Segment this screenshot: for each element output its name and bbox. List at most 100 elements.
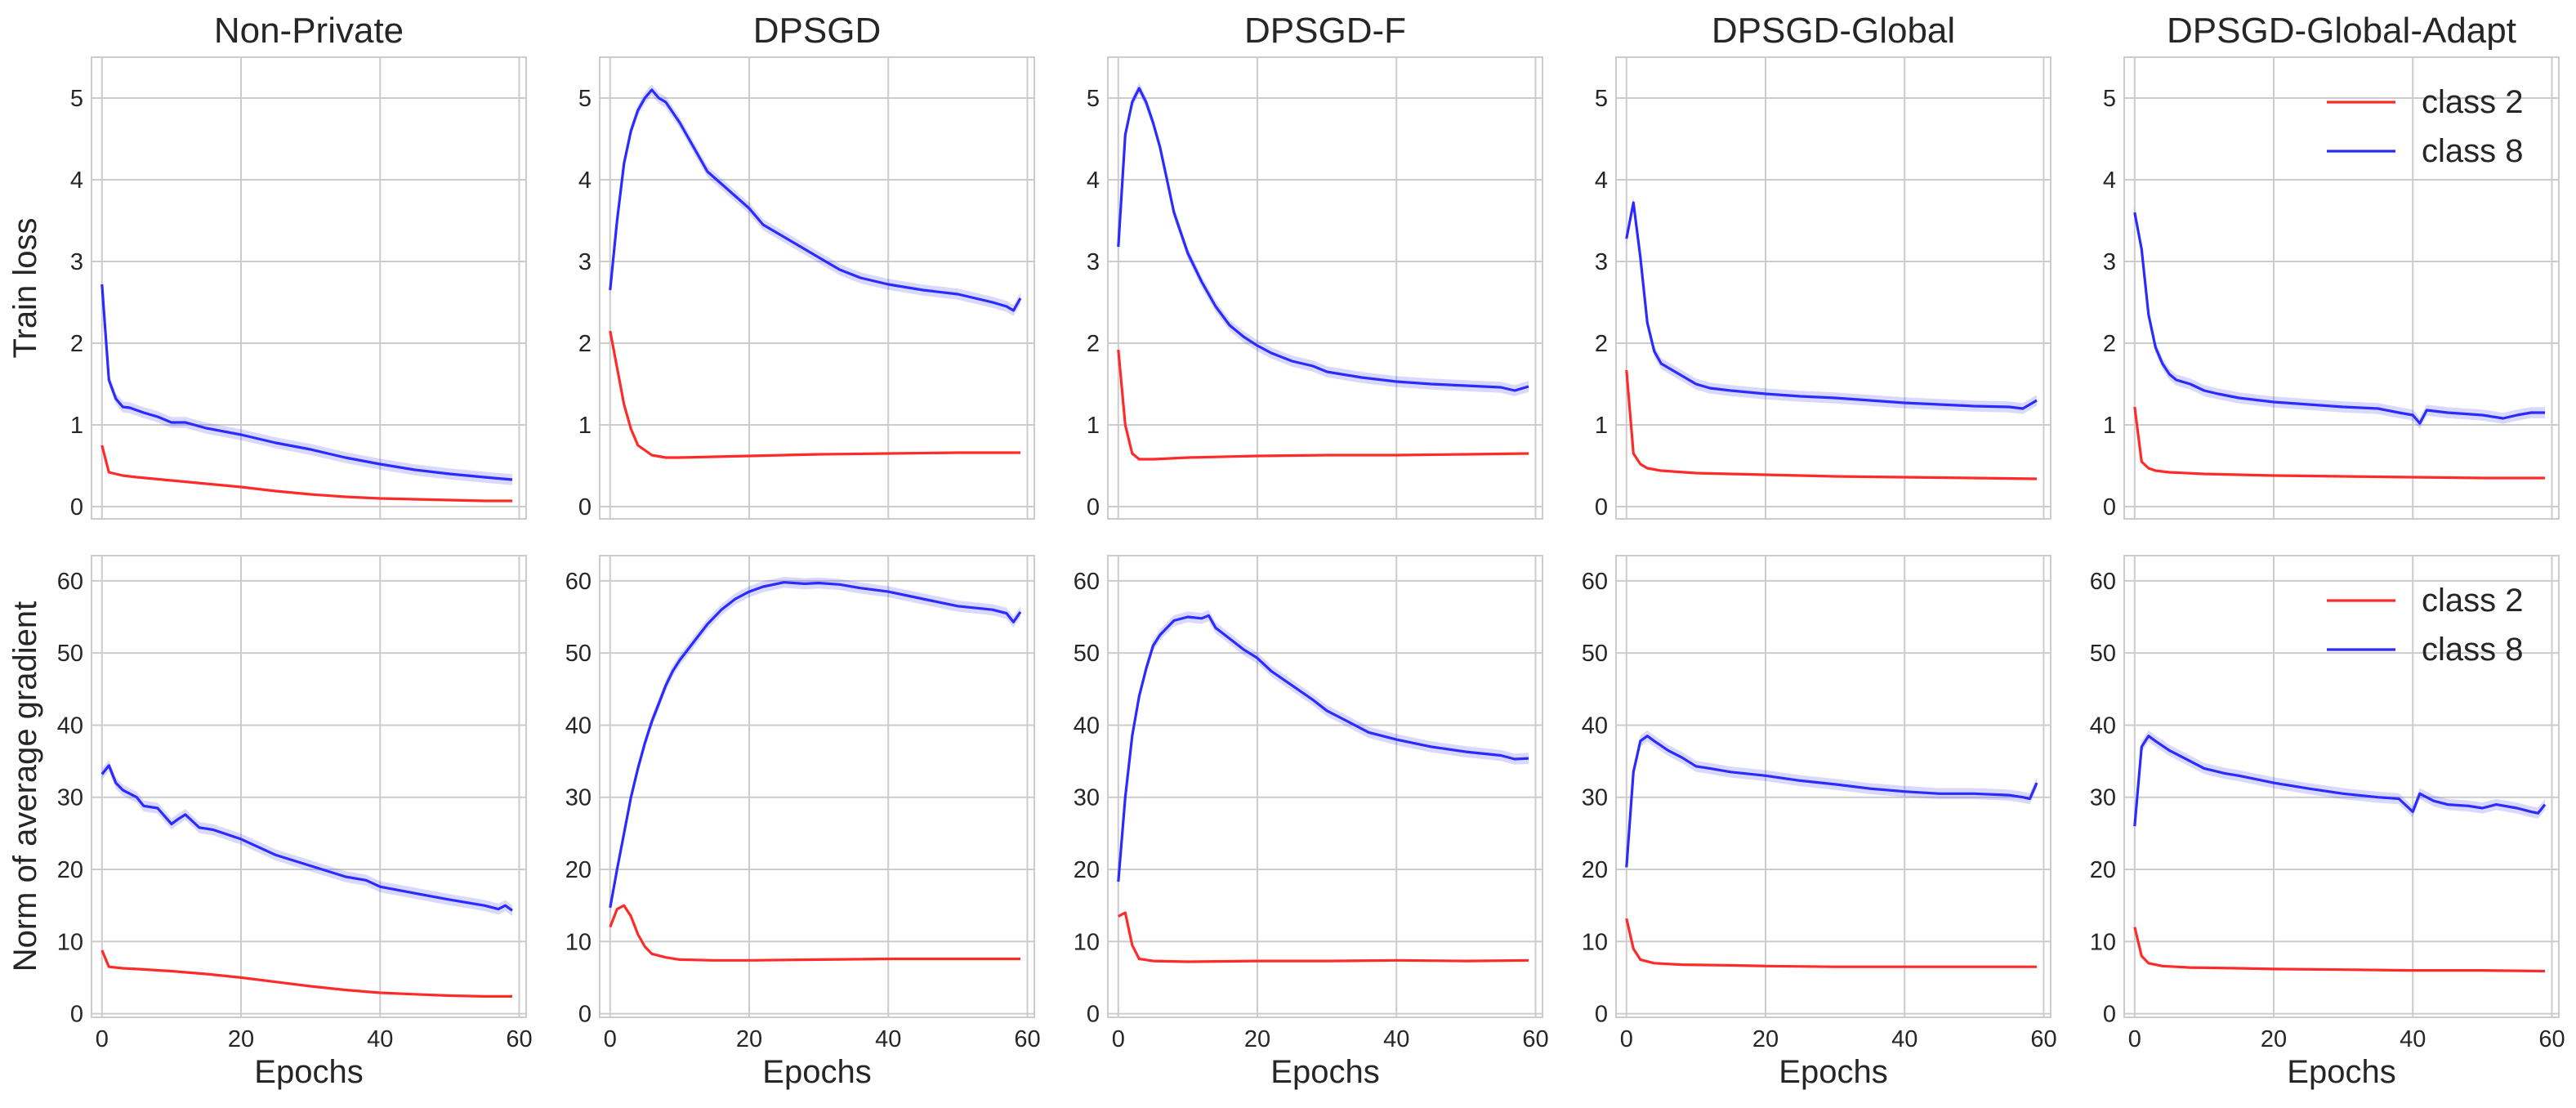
subplot-r0-c4: 0 1 2 3 4 5 DPSGD-Global-Adapt class 2 class 8 — [2103, 11, 2560, 520]
y-tick-label: 10 — [57, 929, 83, 955]
series-line-class-8 — [1117, 87, 1529, 392]
series-line-class-2 — [609, 330, 1020, 459]
y-tick-label: 0 — [1087, 494, 1100, 520]
y-tick-label: 40 — [57, 713, 83, 739]
y-tick-label: 50 — [565, 641, 592, 667]
y-tick-label: 2 — [1595, 331, 1608, 357]
y-tick-label: 5 — [578, 86, 592, 112]
y-tick-label: 60 — [2090, 569, 2116, 595]
subplot-title: DPSGD-Global-Adapt — [2167, 11, 2516, 51]
plot-area — [2123, 555, 2560, 1018]
plot-area — [91, 555, 527, 1018]
x-tick-label: 0 — [604, 1026, 617, 1052]
y-tick-label: 5 — [2103, 86, 2116, 112]
x-tick-label: 40 — [367, 1026, 393, 1052]
subplot-r0-c0: 0 1 2 3 4 5 Non-Private Train loss — [7, 11, 527, 520]
series-line-class-8 — [609, 581, 1022, 909]
y-tick-label: 30 — [1582, 785, 1608, 811]
series-line-class-2 — [1625, 918, 2037, 968]
plot-area — [1615, 56, 2051, 520]
plot-area — [1615, 555, 2051, 1018]
subplot-r1-c3: 0 20 40 60 0 10 20 30 40 50 60 Epochs — [1582, 555, 2057, 1090]
y-axis-label: Train loss — [7, 218, 43, 359]
y-tick-label: 5 — [1087, 86, 1100, 112]
x-tick-label: 0 — [96, 1026, 109, 1052]
series-line-class-8 — [100, 284, 513, 481]
legend-label: class 8 — [2422, 133, 2524, 169]
plot-area — [1107, 555, 1543, 1018]
y-tick-label: 30 — [57, 785, 83, 811]
x-axis-label: Epochs — [254, 1054, 363, 1090]
confidence-band — [1626, 730, 2037, 873]
x-tick-label: 20 — [228, 1026, 254, 1052]
series-line-class-2 — [1118, 911, 1529, 963]
subplot-r1-c1: 0 20 40 60 0 10 20 30 40 50 60 Epochs — [565, 555, 1041, 1090]
y-tick-label: 2 — [1087, 331, 1100, 357]
confidence-band — [2134, 730, 2545, 832]
y-tick-label: 2 — [70, 331, 83, 357]
y-tick-label: 3 — [1595, 249, 1608, 275]
y-tick-label: 20 — [2090, 857, 2116, 883]
legend: class 2 class 8 — [2327, 583, 2524, 668]
x-tick-label: 60 — [2538, 1026, 2565, 1052]
series-line-class-2 — [2133, 927, 2546, 973]
x-tick-label: 40 — [1383, 1026, 1409, 1052]
confidence-band — [609, 576, 1020, 914]
plot-area — [2123, 56, 2560, 520]
y-tick-label: 0 — [70, 494, 83, 520]
series-line-class-8 — [609, 88, 1022, 312]
y-tick-label: 2 — [578, 331, 592, 357]
x-tick-label: 40 — [875, 1026, 901, 1052]
y-tick-label: 60 — [57, 569, 83, 595]
subplot-r1-c2: 0 20 40 60 0 10 20 30 40 50 60 Epochs — [1074, 555, 1549, 1090]
series-line-class-8 — [1117, 614, 1529, 882]
x-axis-label: Epochs — [1779, 1054, 1887, 1090]
x-tick-label: 0 — [1620, 1026, 1633, 1052]
y-tick-label: 20 — [1582, 857, 1608, 883]
y-tick-label: 0 — [2103, 494, 2116, 520]
y-tick-label: 50 — [1074, 641, 1100, 667]
y-tick-label: 50 — [1582, 641, 1608, 667]
series-line-class-8 — [1625, 201, 2038, 410]
series-line-class-8 — [2133, 735, 2547, 827]
plot-area — [91, 56, 527, 520]
x-tick-label: 40 — [1891, 1026, 1917, 1052]
subplot-title: Non-Private — [214, 11, 404, 51]
x-tick-label: 40 — [2400, 1026, 2426, 1052]
y-tick-label: 0 — [578, 1002, 592, 1028]
y-tick-label: 30 — [565, 785, 592, 811]
y-tick-label: 10 — [2090, 929, 2116, 955]
x-tick-label: 20 — [736, 1026, 762, 1052]
y-tick-label: 30 — [2090, 785, 2116, 811]
y-tick-label: 4 — [2103, 168, 2116, 194]
y-tick-label: 20 — [57, 857, 83, 883]
y-tick-label: 10 — [1074, 929, 1100, 955]
y-tick-label: 60 — [565, 569, 592, 595]
series-line-class-2 — [1625, 369, 2038, 480]
y-tick-label: 2 — [2103, 331, 2116, 357]
legend-label: class 2 — [2422, 583, 2524, 619]
subplot-title: DPSGD-Global — [1712, 11, 1955, 51]
x-tick-label: 0 — [1112, 1026, 1125, 1052]
y-tick-label: 60 — [1582, 569, 1608, 595]
subplot-title: DPSGD-F — [1244, 11, 1406, 51]
y-tick-label: 1 — [2103, 413, 2116, 439]
y-tick-label: 40 — [2090, 713, 2116, 739]
x-axis-label: Epochs — [2287, 1054, 2395, 1090]
plot-area — [1107, 56, 1543, 520]
y-tick-label: 1 — [578, 413, 592, 439]
series-line-class-8 — [1625, 735, 2038, 868]
subplot-r1-c0: 0 20 40 60 0 10 20 30 40 50 60 Epochs Norm of averag… — [7, 555, 533, 1090]
x-tick-label: 60 — [2030, 1026, 2056, 1052]
subplot-r0-c1: 0 1 2 3 4 5 DPSGD — [578, 11, 1035, 520]
y-tick-label: 0 — [1087, 1002, 1100, 1028]
legend-label: class 2 — [2422, 84, 2524, 120]
series-line-class-8 — [100, 764, 513, 912]
y-tick-label: 4 — [1595, 168, 1608, 194]
y-axis-label: Norm of average gradient — [7, 601, 43, 972]
series-line-class-8 — [2133, 212, 2545, 425]
subplot-r1-c4: 0 20 40 60 0 10 20 30 40 50 60 Epochs class 2 class 8 — [2090, 555, 2565, 1090]
y-tick-label: 60 — [1074, 569, 1100, 595]
series-line-class-2 — [609, 904, 1020, 962]
